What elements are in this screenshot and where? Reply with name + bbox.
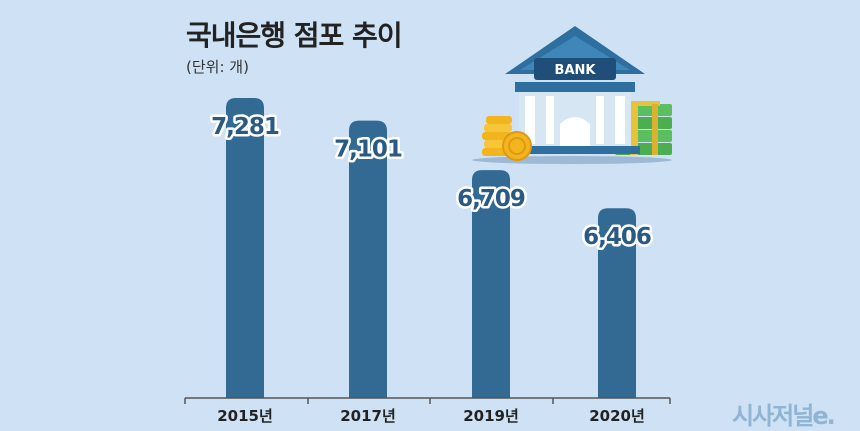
bar-2: [472, 170, 510, 398]
coin-stack-icon: [482, 116, 532, 161]
x-tick-label-3: 2020년: [589, 407, 645, 425]
bank-sign: BANK: [555, 63, 597, 78]
bar-0: [226, 98, 264, 398]
unit-label: (단위: 개): [186, 58, 249, 76]
bar-1: [349, 120, 387, 398]
brand-logo: 시사저널e.: [732, 402, 836, 430]
x-tick-label-0: 2015년: [217, 407, 273, 425]
value-label-3: 6,406: [583, 224, 651, 250]
illustration-shadow: [472, 156, 672, 164]
bar-3: [598, 208, 636, 398]
value-label-0: 7,281: [211, 114, 279, 140]
value-label-2: 6,709: [457, 186, 525, 212]
x-tick-label-1: 2017년: [340, 407, 396, 425]
x-tick-label-2: 2019년: [463, 407, 519, 425]
value-label-1: 7,101: [334, 137, 402, 163]
bank-building-icon: BANK: [505, 26, 645, 154]
bank-illustration: BANK: [472, 26, 672, 164]
chart-title: 국내은행 점포 추이: [186, 19, 403, 52]
